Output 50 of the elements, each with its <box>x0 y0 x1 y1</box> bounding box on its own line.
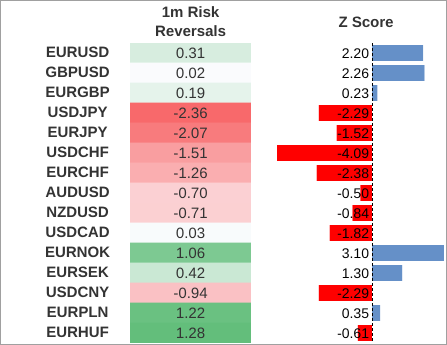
data-label: -1.82 <box>337 224 370 241</box>
y-tick-label: EURHUF <box>46 324 109 342</box>
chart-title: Z Score <box>337 12 395 32</box>
y-tick-label: EURPLN <box>46 304 108 322</box>
data-label: 2.26 <box>342 64 370 81</box>
y-tick-label: GBPUSD <box>45 64 110 82</box>
data-label: -0.71 <box>173 205 208 222</box>
data-label: -0.70 <box>173 185 208 202</box>
data-label: -2.38 <box>337 164 370 181</box>
data-label: 0.31 <box>176 45 206 62</box>
data-label: -1.51 <box>173 145 208 162</box>
data-label: 3.10 <box>342 244 370 261</box>
y-tick-label: EURNOK <box>44 244 110 262</box>
data-label: -2.07 <box>173 125 208 142</box>
data-label: 1.28 <box>176 325 206 342</box>
y-tick-label: EURUSD <box>46 44 110 62</box>
bar <box>372 245 444 261</box>
bar <box>372 45 424 61</box>
y-tick-label: AUDUSD <box>45 184 110 202</box>
y-tick-label: USDCHF <box>46 144 109 162</box>
y-tick-label: USDJPY <box>47 104 108 122</box>
data-label: -1.26 <box>173 165 208 182</box>
data-label: -0.94 <box>173 285 208 302</box>
data-label: -2.29 <box>337 284 370 301</box>
data-label: 0.19 <box>176 85 206 102</box>
bar <box>372 265 402 281</box>
data-label: 2.20 <box>342 44 370 61</box>
data-label: 0.02 <box>176 65 206 82</box>
bar <box>277 145 372 161</box>
chart-title: 1m Risk Reversals <box>154 3 227 42</box>
data-label: -2.36 <box>173 105 208 122</box>
y-tick-label: USDCNY <box>46 284 110 302</box>
bar <box>372 305 380 321</box>
data-label: 1.22 <box>176 305 206 322</box>
data-label: 0.42 <box>176 265 206 282</box>
y-tick-label: EURSEK <box>46 264 109 282</box>
data-label: -2.29 <box>337 104 370 121</box>
data-label: 1.30 <box>342 264 370 281</box>
data-label: 0.35 <box>342 304 370 321</box>
data-label: 0.23 <box>342 84 370 101</box>
data-label: -1.52 <box>337 124 370 141</box>
y-tick-label: NZDUSD <box>46 204 109 222</box>
data-label: 0.03 <box>176 225 206 242</box>
data-label: 1.06 <box>176 245 206 262</box>
y-tick-label: USDCAD <box>45 224 110 242</box>
y-tick-label: EURJPY <box>47 124 108 142</box>
data-label: -4.09 <box>337 144 370 161</box>
y-tick-label: EURGBP <box>45 84 110 102</box>
y-tick-label: EURCHF <box>46 164 109 182</box>
bar <box>372 65 424 81</box>
